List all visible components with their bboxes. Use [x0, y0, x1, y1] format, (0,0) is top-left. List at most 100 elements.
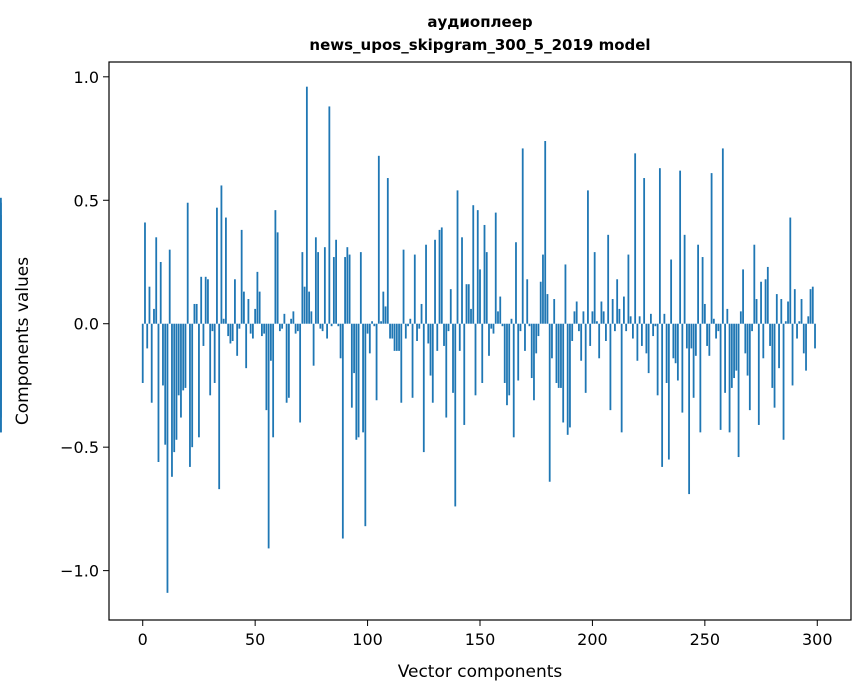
bar — [222, 318, 225, 324]
bar — [171, 323, 173, 477]
bar — [287, 323, 290, 398]
bar — [557, 323, 560, 388]
bar — [269, 323, 272, 361]
bar — [144, 222, 146, 324]
x-tick-label: 200 — [577, 630, 608, 649]
bar — [261, 323, 263, 337]
bar — [515, 242, 517, 324]
bar — [335, 239, 337, 324]
bar — [407, 323, 409, 327]
bar — [553, 299, 556, 324]
bar — [616, 279, 619, 324]
bar — [449, 289, 452, 324]
bar — [312, 323, 315, 366]
bar — [476, 210, 479, 324]
bar — [364, 323, 367, 527]
bar — [305, 86, 308, 324]
bars-group — [0, 86, 816, 593]
bar — [310, 311, 313, 324]
y-axis-ticks: −1.0 −0.5 0.0 0.5 1.0 — [60, 68, 109, 581]
bar — [537, 323, 540, 337]
bar — [694, 323, 697, 356]
chart-subtitle: news_upos_skipgram_300_5_2019 model — [309, 36, 650, 54]
plot-frame — [108, 61, 852, 621]
bar — [166, 323, 169, 593]
bar — [225, 217, 227, 324]
x-tick-label: 150 — [465, 630, 496, 649]
bar — [555, 323, 558, 383]
bar — [596, 321, 598, 324]
bar — [605, 323, 607, 341]
bar — [492, 323, 495, 334]
bar — [418, 323, 421, 329]
bar — [778, 323, 780, 369]
bar — [180, 323, 182, 418]
bar — [254, 308, 257, 324]
bar — [204, 276, 207, 324]
bar — [389, 323, 391, 339]
x-tick-label: 300 — [802, 630, 833, 649]
bar — [463, 323, 466, 425]
bar — [229, 323, 232, 344]
bar — [0, 323, 2, 401]
bar — [191, 323, 194, 448]
bar — [692, 323, 695, 398]
bar — [688, 323, 691, 495]
bar — [499, 296, 502, 324]
bar — [467, 284, 470, 324]
bar — [760, 281, 762, 324]
x-axis-label: Vector components — [398, 662, 563, 682]
bar — [787, 301, 789, 324]
x-tick-label: 50 — [245, 630, 265, 649]
bar — [472, 205, 475, 324]
chart-title: аудиоплеер — [427, 13, 533, 31]
bar — [213, 323, 216, 383]
x-tick-label: 250 — [690, 630, 721, 649]
bar — [717, 323, 720, 332]
bar — [425, 244, 427, 324]
bar — [200, 276, 203, 324]
bar — [294, 323, 297, 334]
bar — [216, 207, 218, 324]
bar — [0, 215, 2, 324]
bar — [445, 323, 448, 418]
bar — [681, 323, 684, 413]
bar — [207, 279, 209, 324]
x-axis-ticks: 0 50 100 150 200 250 300 — [138, 620, 833, 649]
bar — [798, 321, 801, 324]
bar — [236, 323, 239, 356]
bar — [528, 323, 531, 327]
bar — [198, 323, 200, 438]
bar — [220, 185, 223, 324]
bar — [701, 257, 704, 324]
bar — [218, 323, 221, 490]
bar — [643, 178, 646, 324]
y-axis-label: Components values — [13, 257, 33, 425]
bar — [690, 323, 693, 349]
bar — [524, 323, 526, 351]
y-tick-label: −1.0 — [60, 562, 99, 581]
bar — [384, 306, 387, 324]
bar — [386, 178, 389, 324]
bar — [202, 323, 205, 346]
bar — [341, 323, 344, 539]
bar — [640, 323, 643, 346]
bar — [600, 301, 603, 324]
bar — [231, 323, 234, 341]
bar — [771, 323, 774, 388]
bar — [526, 279, 529, 324]
bar — [413, 254, 416, 324]
bar — [240, 229, 243, 324]
bar — [625, 323, 628, 332]
bar — [438, 229, 441, 324]
bar — [800, 299, 803, 324]
bar — [380, 321, 382, 324]
bar — [575, 301, 578, 324]
bar — [296, 323, 299, 332]
bar — [703, 303, 706, 324]
bar — [814, 323, 816, 349]
bar — [679, 170, 682, 324]
bar — [730, 323, 733, 388]
bar — [391, 323, 394, 339]
